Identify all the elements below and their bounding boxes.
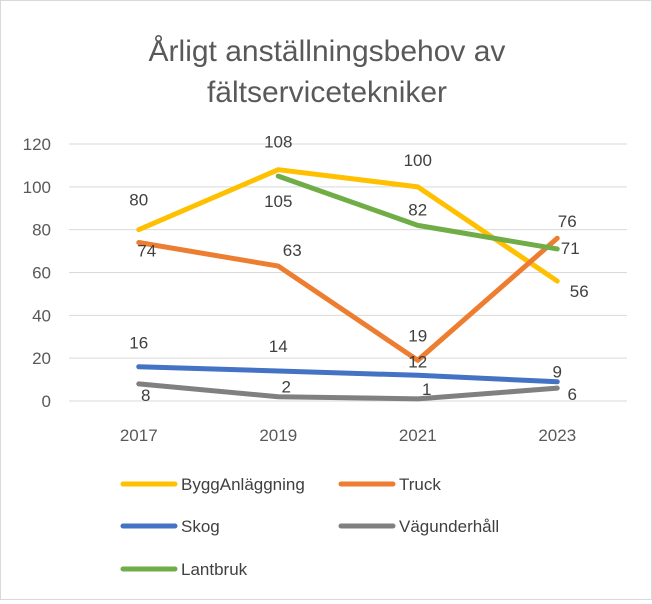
data-label: 2	[282, 378, 291, 397]
data-label: 12	[408, 352, 427, 371]
data-label: 16	[129, 334, 148, 353]
data-label: 100	[404, 151, 432, 170]
legend-item-skog: Skog	[120, 517, 220, 536]
series-line-lantbruk	[275, 173, 560, 252]
series-line-bygganlaggning	[136, 167, 560, 284]
data-label: 63	[283, 241, 302, 260]
data-label: 6	[568, 385, 577, 404]
legend-label: Skog	[181, 517, 220, 536]
series-line-skog	[136, 364, 560, 385]
data-label: 76	[558, 212, 577, 231]
data-label: 82	[408, 200, 427, 219]
legend-label: Lantbruk	[181, 560, 248, 579]
chart-title-line-1: Årligt anställningsbehov av	[149, 35, 506, 68]
x-tick-label: 2023	[538, 426, 576, 445]
series-lines	[136, 167, 560, 402]
data-label: 19	[408, 326, 427, 345]
x-tick-label: 2021	[399, 426, 437, 445]
data-label: 8	[141, 386, 150, 405]
y-tick-label: 80	[32, 221, 51, 240]
legend-item-lantbruk: Lantbruk	[120, 560, 248, 579]
y-axis-ticks: 0 20 40 60 80 100 120	[23, 135, 51, 411]
x-tick-label: 2017	[120, 426, 158, 445]
data-label: 14	[269, 337, 288, 356]
data-label: 80	[129, 191, 148, 210]
legend-item-vagunderhall: Vägunderhåll	[338, 517, 499, 536]
x-tick-label: 2019	[259, 426, 297, 445]
legend-item-bygganlaggning: ByggAnläggning	[120, 475, 305, 494]
chart-title: Årligt anställningsbehov av fältservicet…	[149, 35, 506, 109]
x-axis-ticks: 2017 2019 2021 2023	[120, 426, 576, 445]
data-label: 71	[561, 239, 580, 258]
data-label: 9	[553, 363, 562, 382]
legend: ByggAnläggning Truck Skog Vägunderhåll Lantb…	[120, 475, 499, 579]
y-tick-label: 120	[23, 135, 51, 154]
series-line-vagunderhall	[136, 381, 560, 402]
data-label: 56	[570, 282, 589, 301]
data-label: 1	[422, 380, 431, 399]
legend-item-truck: Truck	[338, 475, 441, 494]
y-tick-label: 100	[23, 178, 51, 197]
legend-label: Vägunderhåll	[399, 517, 499, 536]
y-tick-label: 0	[42, 392, 51, 411]
chart-title-line-2: fältservicetekniker	[207, 76, 447, 109]
y-tick-label: 60	[32, 264, 51, 283]
y-tick-label: 20	[32, 349, 51, 368]
data-label: 74	[137, 242, 156, 261]
data-label: 108	[264, 133, 292, 152]
legend-label: Truck	[399, 475, 441, 494]
data-label: 105	[264, 192, 292, 211]
legend-label: ByggAnläggning	[181, 475, 305, 494]
y-tick-label: 40	[32, 306, 51, 325]
series-line-truck	[136, 235, 560, 363]
